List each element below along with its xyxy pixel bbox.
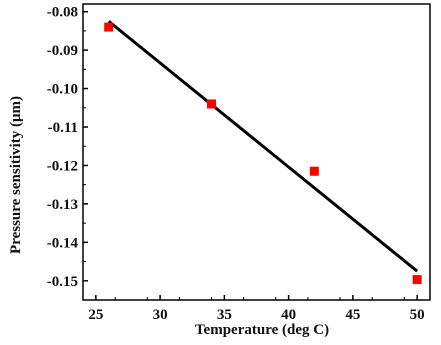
x-tick-label: 30 [153,307,168,323]
y-tick-label: -0.15 [47,274,78,290]
x-axis: 25 30 35 40 45 50 [82,295,425,323]
y-axis-title: Pressure sensitivity (μm) [8,96,24,254]
x-tick-label: 50 [410,307,425,323]
x-axis-title: Temperature (deg C) [195,322,329,338]
x-tick-label: 35 [217,307,232,323]
y-axis: -0.08 -0.09 -0.10 -0.11 -0.12 -0.13 -0.14 -0.15 [47,5,88,290]
y-tick-label: -0.08 [47,5,78,21]
data-point [104,22,114,32]
y-tick-label: -0.12 [47,158,78,174]
fit-line [107,20,419,273]
plot-area-border [82,3,431,301]
series-layer [104,20,422,285]
y-tick-label: -0.13 [47,197,78,213]
x-tick-label: 25 [88,307,103,323]
y-tick-label: -0.14 [47,235,79,251]
data-point [207,99,217,109]
plot-frame [82,3,431,301]
y-tick-label: -0.11 [48,120,78,136]
x-tick-label: 45 [345,307,360,323]
y-tick-label: -0.10 [47,82,78,98]
data-point [412,275,422,285]
x-tick-label: 40 [281,307,296,323]
y-tick-label: -0.09 [47,43,78,59]
data-point [309,166,319,176]
